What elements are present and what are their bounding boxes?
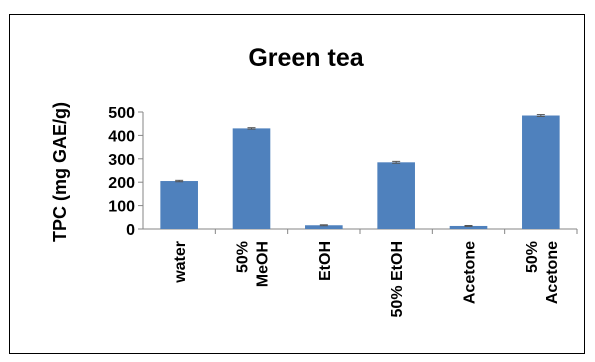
y-tick-label: 400	[108, 128, 135, 145]
y-tick-labels: 0 100 200 300 400 500	[108, 105, 143, 239]
x-tick-label: EtOH	[317, 241, 334, 281]
bar	[232, 128, 271, 229]
bar	[160, 181, 198, 229]
bar	[522, 115, 560, 229]
bars	[160, 114, 560, 229]
bar	[449, 225, 488, 229]
bar	[377, 162, 415, 229]
x-tick-label: Acetone	[544, 241, 561, 304]
axes	[142, 112, 577, 230]
y-tick-label: 200	[108, 175, 135, 192]
x-tick-label: 50%	[524, 241, 541, 273]
y-tick-label: 100	[108, 199, 135, 216]
y-tick-label: 300	[108, 152, 135, 169]
x-tick-label: 50%	[235, 241, 252, 273]
y-tick-label: 0	[126, 222, 135, 239]
y-axis-label: TPC (mg GAE/g)	[50, 102, 70, 242]
x-tick-label: Acetone	[462, 241, 479, 304]
chart-title: Green tea	[248, 44, 364, 72]
x-tick-label: water	[172, 241, 189, 284]
y-tick-label: 500	[108, 105, 135, 122]
x-tick-label: 50% EtOH	[389, 241, 406, 317]
chart-frame	[9, 14, 585, 354]
x-tick-label: MeOH	[255, 241, 272, 287]
bar	[305, 225, 343, 229]
x-tick-labels: water 50% MeOH EtOH 50% EtOH Acetone 50% Aceton…	[172, 229, 578, 317]
